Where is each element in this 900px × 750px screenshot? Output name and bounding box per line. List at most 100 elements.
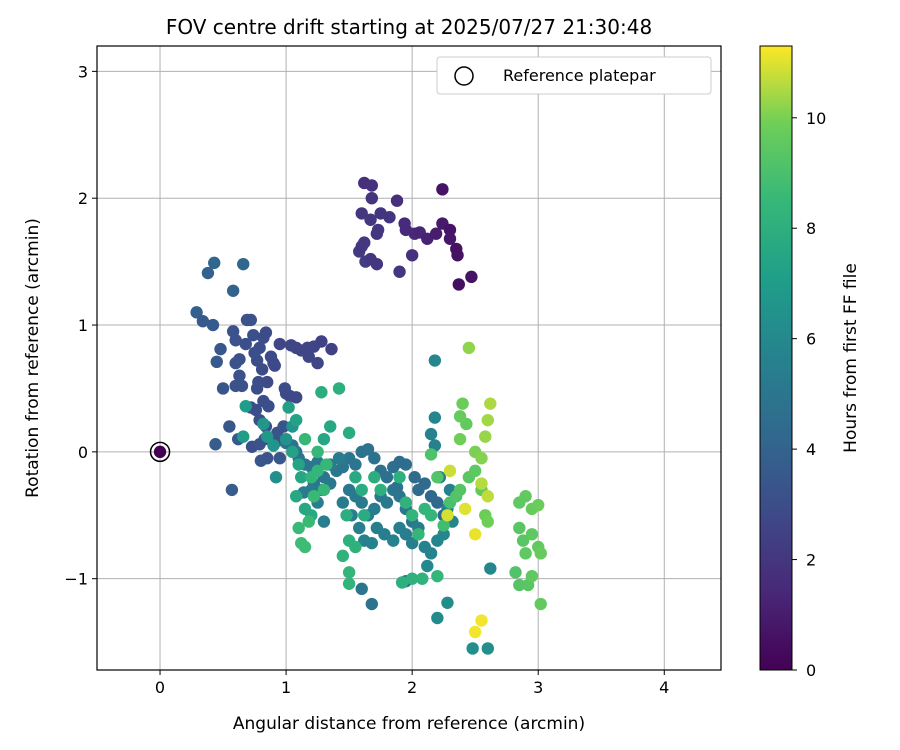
data-point bbox=[302, 350, 315, 363]
data-point bbox=[441, 509, 454, 522]
data-point bbox=[365, 536, 379, 550]
data-point bbox=[436, 183, 449, 196]
data-point bbox=[289, 413, 303, 427]
colorbar-tick-label: 2 bbox=[806, 551, 816, 570]
data-point bbox=[393, 471, 406, 484]
data-point bbox=[298, 432, 312, 446]
data-point bbox=[250, 382, 264, 395]
y-tick-label: 0 bbox=[78, 443, 88, 462]
data-point bbox=[399, 528, 413, 541]
data-point bbox=[428, 411, 442, 424]
data-point bbox=[282, 401, 295, 414]
data-point bbox=[405, 509, 419, 522]
y-axis-ticks: −1 0 1 2 3 bbox=[64, 62, 97, 589]
data-point bbox=[247, 328, 260, 342]
x-axis-ticks: 0 1 2 3 4 bbox=[155, 670, 669, 697]
legend-marker-icon bbox=[454, 66, 474, 86]
data-point bbox=[307, 490, 321, 503]
data-point bbox=[210, 355, 223, 369]
data-point bbox=[466, 642, 479, 655]
data-point bbox=[424, 427, 438, 441]
data-point bbox=[229, 379, 242, 393]
reference-point bbox=[153, 445, 167, 459]
colorbar-bar bbox=[759, 45, 793, 671]
x-tick-label: 1 bbox=[281, 678, 291, 697]
data-point bbox=[342, 577, 356, 590]
data-point bbox=[484, 397, 497, 410]
legend-label: Reference platepar bbox=[503, 66, 656, 85]
data-point bbox=[292, 458, 305, 471]
data-point bbox=[421, 559, 434, 573]
data-point bbox=[380, 471, 394, 484]
data-point bbox=[262, 399, 275, 413]
data-point bbox=[525, 569, 539, 583]
data-point bbox=[342, 566, 356, 579]
data-point bbox=[289, 490, 303, 503]
data-point bbox=[416, 572, 429, 585]
data-point bbox=[481, 642, 494, 655]
data-point bbox=[525, 528, 539, 541]
data-point bbox=[342, 426, 356, 440]
legend-box bbox=[436, 56, 712, 95]
data-point bbox=[229, 334, 242, 347]
data-point bbox=[393, 265, 406, 278]
data-point bbox=[336, 549, 350, 563]
data-point bbox=[387, 534, 400, 547]
data-point bbox=[273, 451, 286, 465]
reference-marker bbox=[149, 441, 171, 463]
data-point bbox=[317, 515, 331, 528]
data-point bbox=[395, 576, 409, 589]
colorbar-label: Hours from first FF file bbox=[841, 263, 861, 453]
data-point bbox=[371, 223, 385, 237]
data-point bbox=[534, 547, 547, 560]
data-point bbox=[257, 417, 270, 431]
colorbar: 0 2 4 6 8 10 Hours from first FF file bbox=[759, 45, 861, 680]
data-point bbox=[259, 326, 273, 339]
colorbar-tick-label: 10 bbox=[806, 109, 826, 128]
data-point bbox=[208, 256, 221, 270]
data-point bbox=[277, 420, 290, 433]
data-point bbox=[332, 451, 346, 465]
data-point bbox=[468, 528, 482, 541]
data-point bbox=[368, 471, 381, 484]
data-point bbox=[431, 496, 444, 509]
data-point bbox=[311, 356, 324, 370]
data-point bbox=[289, 391, 303, 404]
data-point bbox=[340, 509, 353, 522]
chart-title: FOV centre drift starting at 2025/07/27 … bbox=[166, 15, 652, 39]
legend: Reference platepar bbox=[436, 56, 712, 95]
data-point bbox=[424, 547, 438, 560]
data-point bbox=[465, 270, 478, 284]
data-point bbox=[214, 342, 227, 356]
data-point bbox=[405, 249, 419, 262]
data-point bbox=[237, 430, 250, 443]
data-point bbox=[332, 382, 346, 395]
data-point bbox=[302, 515, 315, 528]
data-point bbox=[481, 413, 494, 427]
data-point bbox=[453, 410, 467, 423]
data-point bbox=[519, 547, 532, 560]
colorbar-tick-label: 8 bbox=[806, 219, 816, 238]
data-point bbox=[317, 483, 331, 497]
data-point bbox=[513, 521, 526, 535]
data-point bbox=[405, 536, 419, 550]
data-point bbox=[365, 191, 379, 205]
data-point bbox=[431, 611, 444, 625]
data-point bbox=[475, 477, 488, 490]
data-point bbox=[399, 496, 413, 509]
data-point bbox=[475, 451, 488, 465]
y-tick-label: −1 bbox=[64, 570, 88, 589]
data-point bbox=[355, 240, 368, 253]
data-point bbox=[201, 266, 215, 280]
data-point bbox=[452, 278, 465, 291]
data-point bbox=[295, 471, 308, 484]
data-point bbox=[399, 458, 413, 471]
data-point bbox=[479, 430, 492, 443]
data-point bbox=[311, 445, 324, 459]
data-point bbox=[237, 257, 250, 271]
data-point bbox=[317, 432, 331, 446]
data-point bbox=[206, 318, 220, 332]
data-point bbox=[260, 430, 274, 443]
data-point bbox=[443, 223, 457, 237]
